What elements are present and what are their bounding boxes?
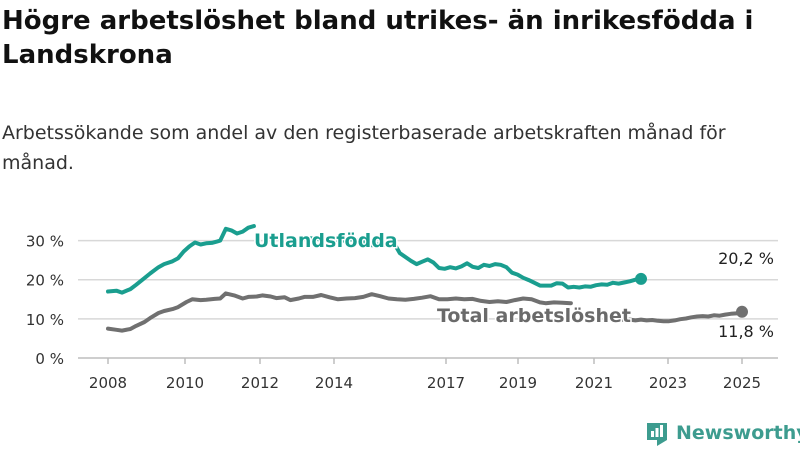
series-endpoint [635,272,648,285]
y-tick-label: 10 % [26,311,64,329]
y-tick-label: 0 % [35,350,64,368]
x-tick-label: 2025 [723,374,761,392]
series-line [106,224,256,295]
y-tick-label: 30 % [26,233,64,251]
x-tick-label: 2023 [649,374,687,392]
chart-title: Högre arbetslöshet bland utrikes- än inr… [2,6,754,70]
x-tick-label: 2019 [499,374,537,392]
series-name-label: Total arbetslöshet [437,305,631,327]
series-labels: Utlandsfödda Total arbetslöshet 20,2 % 11,8… [253,229,775,342]
series-end-label: 11,8 % [718,322,774,341]
brand-name: Newsworthy [676,422,800,444]
series-endpoint [736,305,748,318]
series-name-label: Utlandsfödda [254,230,398,252]
x-tick-label: 2008 [89,374,127,392]
axes: 0 % 10 % 20 % 30 % 2008 2010 2012 2014 2017 2019 2… [26,233,761,392]
x-tick-label: 2014 [315,374,353,392]
series-line [308,236,643,290]
chart-subtitle: Arbetssökande som andel av den registerb… [2,122,726,174]
series-lines [106,224,748,333]
x-tick-label: 2017 [427,374,465,392]
x-tick-label: 2021 [575,374,613,392]
newsworthy-logo-icon [647,423,667,446]
brand-logo: Newsworthy [644,420,800,446]
series-end-label: 20,2 % [718,249,774,268]
series-line [611,309,744,324]
series-line [106,291,573,333]
y-tick-label: 20 % [26,272,64,290]
x-tick-label: 2010 [166,374,204,392]
x-tick-label: 2012 [241,374,279,392]
